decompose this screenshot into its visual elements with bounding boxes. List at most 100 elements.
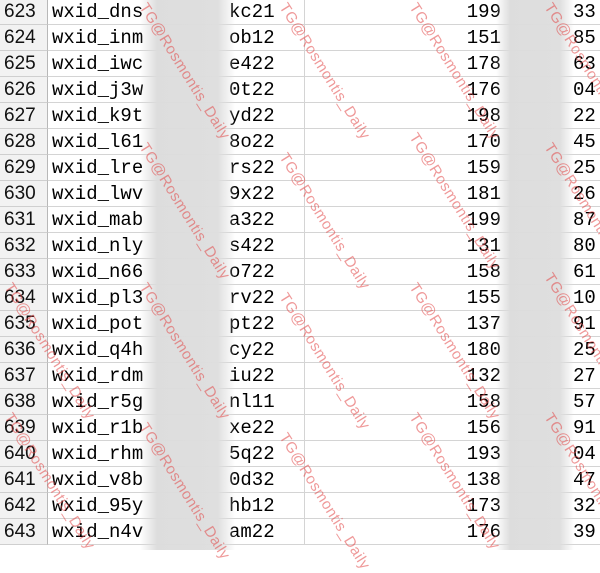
wxid-cell[interactable]: wxid_n66 o722: [48, 259, 305, 285]
tail-cell[interactable]: 04: [505, 77, 600, 103]
value-cell[interactable]: 193: [305, 441, 505, 467]
row-number-header[interactable]: 633: [0, 259, 48, 285]
wxid-suffix-text: rv22: [229, 287, 275, 309]
value-cell[interactable]: 137: [305, 311, 505, 337]
tail-cell[interactable]: 45: [505, 129, 600, 155]
row-number-header[interactable]: 642: [0, 493, 48, 519]
tail-cell[interactable]: 04: [505, 441, 600, 467]
wxid-cell[interactable]: wxid_dns kc21: [48, 0, 305, 25]
value-cell[interactable]: 138: [305, 467, 505, 493]
row-number-header[interactable]: 625: [0, 51, 48, 77]
table-row: 639 wxid_r1b xe22 156 91: [0, 415, 600, 441]
tail-cell[interactable]: 91: [505, 415, 600, 441]
row-number-header[interactable]: 643: [0, 519, 48, 545]
wxid-suffix-text: rs22: [229, 157, 275, 179]
tail-cell[interactable]: 22: [505, 103, 600, 129]
wxid-prefix-text: wxid_95y: [52, 495, 144, 517]
table-row: 641 wxid_v8b 0d32 138 47: [0, 467, 600, 493]
table-row: 640 wxid_rhm 5q22 193 04: [0, 441, 600, 467]
wxid-cell[interactable]: wxid_mab a322: [48, 207, 305, 233]
value-cell[interactable]: 131: [305, 233, 505, 259]
wxid-cell[interactable]: wxid_v8b 0d32: [48, 467, 305, 493]
row-number-header[interactable]: 624: [0, 25, 48, 51]
row-number-header[interactable]: 627: [0, 103, 48, 129]
value-cell[interactable]: 151: [305, 25, 505, 51]
tail-cell[interactable]: 85: [505, 25, 600, 51]
row-number-header[interactable]: 628: [0, 129, 48, 155]
wxid-prefix-text: wxid_v8b: [52, 469, 144, 491]
tail-cell[interactable]: 33: [505, 0, 600, 25]
row-number-header[interactable]: 634: [0, 285, 48, 311]
wxid-cell[interactable]: wxid_n4v am22: [48, 519, 305, 545]
value-cell[interactable]: 173: [305, 493, 505, 519]
tail-cell[interactable]: 61: [505, 259, 600, 285]
wxid-cell[interactable]: wxid_pl3 rv22: [48, 285, 305, 311]
wxid-cell[interactable]: wxid_j3w 0t22: [48, 77, 305, 103]
value-cell[interactable]: 155: [305, 285, 505, 311]
wxid-prefix-text: wxid_dns: [52, 1, 144, 23]
tail-cell[interactable]: 47: [505, 467, 600, 493]
row-number-header[interactable]: 640: [0, 441, 48, 467]
value-cell[interactable]: 180: [305, 337, 505, 363]
value-cell[interactable]: 199: [305, 207, 505, 233]
row-number-header[interactable]: 636: [0, 337, 48, 363]
row-number-header[interactable]: 635: [0, 311, 48, 337]
wxid-cell[interactable]: wxid_nly s422: [48, 233, 305, 259]
table-row: 636 wxid_q4h cy22 180 25: [0, 337, 600, 363]
tail-cell[interactable]: 91: [505, 311, 600, 337]
table-row: 628 wxid_l61 8o22 170 45: [0, 129, 600, 155]
tail-cell[interactable]: 39: [505, 519, 600, 545]
row-number-header[interactable]: 632: [0, 233, 48, 259]
wxid-cell[interactable]: wxid_lwv 9x22: [48, 181, 305, 207]
row-number-header[interactable]: 626: [0, 77, 48, 103]
row-number-header[interactable]: 630: [0, 181, 48, 207]
wxid-prefix-text: wxid_r1b: [52, 417, 144, 439]
tail-cell[interactable]: 32: [505, 493, 600, 519]
row-number-header[interactable]: 637: [0, 363, 48, 389]
value-cell[interactable]: 178: [305, 51, 505, 77]
value-cell[interactable]: 198: [305, 103, 505, 129]
tail-cell[interactable]: 10: [505, 285, 600, 311]
value-cell[interactable]: 199: [305, 0, 505, 25]
row-number-header[interactable]: 631: [0, 207, 48, 233]
wxid-cell[interactable]: wxid_rhm 5q22: [48, 441, 305, 467]
table-row: 629 wxid_lre rs22 159 25: [0, 155, 600, 181]
tail-cell[interactable]: 80: [505, 233, 600, 259]
value-cell[interactable]: 158: [305, 389, 505, 415]
wxid-cell[interactable]: wxid_95y hb12: [48, 493, 305, 519]
wxid-prefix-text: wxid_pot: [52, 313, 144, 335]
value-cell[interactable]: 170: [305, 129, 505, 155]
tail-cell[interactable]: 25: [505, 155, 600, 181]
wxid-cell[interactable]: wxid_r5g nl11: [48, 389, 305, 415]
row-number-header[interactable]: 639: [0, 415, 48, 441]
wxid-cell[interactable]: wxid_inm ob12: [48, 25, 305, 51]
tail-cell[interactable]: 25: [505, 337, 600, 363]
wxid-cell[interactable]: wxid_lre rs22: [48, 155, 305, 181]
wxid-prefix-text: wxid_k9t: [52, 105, 144, 127]
value-cell[interactable]: 181: [305, 181, 505, 207]
table-row: 635 wxid_pot pt22 137 91: [0, 311, 600, 337]
tail-cell[interactable]: 63: [505, 51, 600, 77]
wxid-cell[interactable]: wxid_l61 8o22: [48, 129, 305, 155]
table-row: 632 wxid_nly s422 131 80: [0, 233, 600, 259]
value-cell[interactable]: 176: [305, 519, 505, 545]
value-cell[interactable]: 156: [305, 415, 505, 441]
row-number-header[interactable]: 623: [0, 0, 48, 25]
wxid-cell[interactable]: wxid_rdm iu22: [48, 363, 305, 389]
row-number-header[interactable]: 641: [0, 467, 48, 493]
value-cell[interactable]: 132: [305, 363, 505, 389]
tail-cell[interactable]: 26: [505, 181, 600, 207]
tail-cell[interactable]: 57: [505, 389, 600, 415]
tail-cell[interactable]: 27: [505, 363, 600, 389]
wxid-cell[interactable]: wxid_r1b xe22: [48, 415, 305, 441]
value-cell[interactable]: 159: [305, 155, 505, 181]
value-cell[interactable]: 176: [305, 77, 505, 103]
value-cell[interactable]: 158: [305, 259, 505, 285]
tail-cell[interactable]: 87: [505, 207, 600, 233]
row-number-header[interactable]: 638: [0, 389, 48, 415]
wxid-cell[interactable]: wxid_k9t yd22: [48, 103, 305, 129]
row-number-header[interactable]: 629: [0, 155, 48, 181]
wxid-cell[interactable]: wxid_pot pt22: [48, 311, 305, 337]
wxid-cell[interactable]: wxid_q4h cy22: [48, 337, 305, 363]
wxid-cell[interactable]: wxid_iwc e422: [48, 51, 305, 77]
